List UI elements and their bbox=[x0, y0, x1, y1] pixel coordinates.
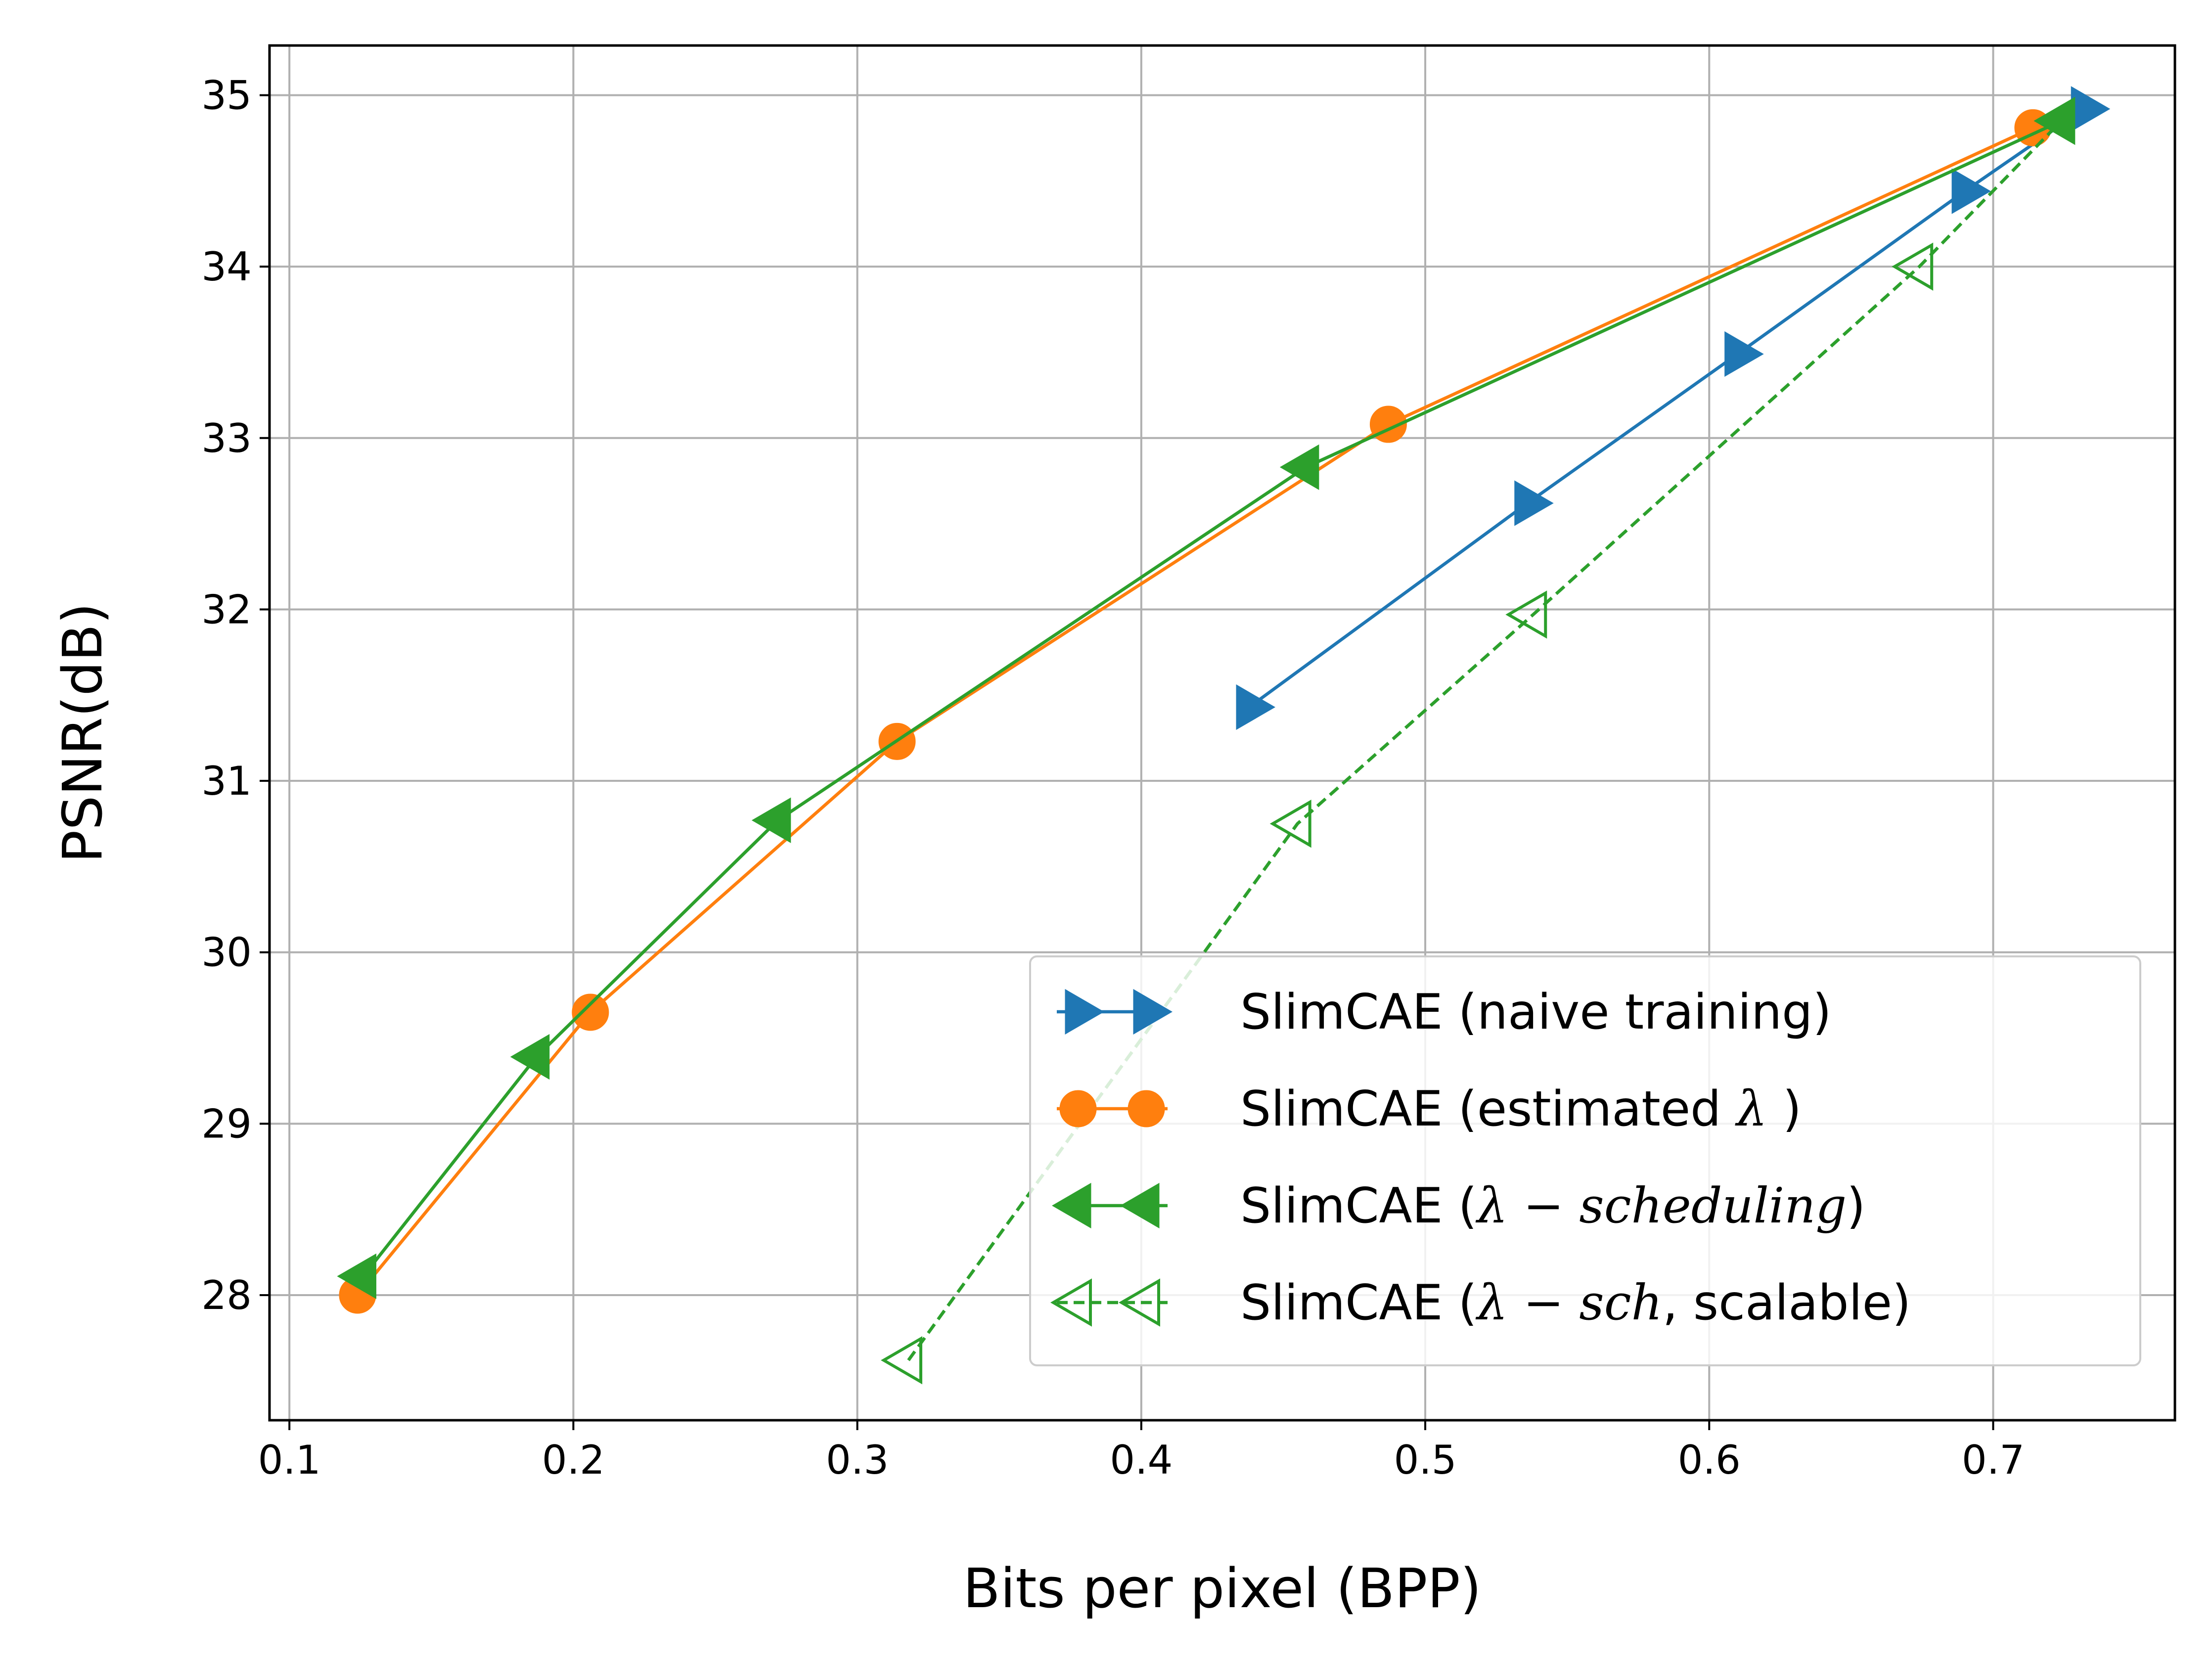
legend-item-estimated: SlimCAE (estimated λ ) bbox=[1057, 1081, 1802, 1137]
y-axis: 28 29 30 31 32 33 34 35 bbox=[201, 73, 270, 1318]
legend-label-suffix: ) bbox=[1767, 1081, 1802, 1137]
legend-item-naive: SlimCAE (naive training) bbox=[1057, 984, 1832, 1040]
x-axis: 0.1 0.2 0.3 0.4 0.5 0.6 0.7 bbox=[258, 1420, 2025, 1483]
x-tick-label: 0.3 bbox=[826, 1437, 889, 1483]
data-point-naive bbox=[1236, 684, 1276, 730]
legend-label-suffix: ) bbox=[1847, 1178, 1865, 1234]
data-point-scalable bbox=[1892, 242, 1934, 291]
legend-label-text: SlimCAE (estimated bbox=[1240, 1081, 1737, 1137]
legend-item-scalable: SlimCAE (λ − sch, scalable) bbox=[1050, 1275, 1911, 1331]
y-tick-label: 29 bbox=[201, 1101, 252, 1147]
legend-marker-naive bbox=[1065, 989, 1104, 1035]
y-tick-label: 32 bbox=[201, 586, 252, 632]
legend-marker-scalable bbox=[1050, 1278, 1092, 1327]
y-tick-label: 34 bbox=[201, 244, 252, 290]
y-tick-label: 35 bbox=[201, 73, 252, 119]
data-point-estimated bbox=[572, 993, 609, 1031]
y-tick-label: 31 bbox=[201, 758, 252, 804]
legend-marker-estimated bbox=[1059, 1090, 1097, 1127]
legend-label-scheduling: SlimCAE (λ − scheduling) bbox=[1240, 1178, 1865, 1234]
legend-label-math: λ bbox=[1735, 1081, 1767, 1137]
data-point-naive bbox=[1951, 168, 1991, 214]
data-point-scheduling bbox=[510, 1034, 550, 1080]
series-naive bbox=[1236, 86, 2111, 730]
x-axis-title: Bits per pixel (BPP) bbox=[963, 1557, 1481, 1620]
y-tick-label: 33 bbox=[201, 415, 252, 461]
y-tick-label: 30 bbox=[201, 930, 252, 976]
legend-label-math: λ − scheduling bbox=[1475, 1178, 1847, 1234]
legend-marker-scheduling bbox=[1052, 1182, 1091, 1229]
legend: SlimCAE (naive training) SlimCAE (estimat… bbox=[1029, 955, 2141, 1366]
data-point-naive bbox=[1514, 480, 1554, 526]
data-point-scheduling bbox=[751, 797, 791, 843]
legend-label-scalable: SlimCAE (λ − sch, scalable) bbox=[1240, 1275, 1911, 1331]
data-point-scalable bbox=[1269, 800, 1311, 848]
x-tick-label: 0.5 bbox=[1394, 1437, 1456, 1483]
x-tick-label: 0.1 bbox=[258, 1437, 321, 1483]
legend-item-scheduling: SlimCAE (λ − scheduling) bbox=[1052, 1178, 1865, 1234]
legend-label-suffix: , scalable) bbox=[1663, 1275, 1911, 1331]
grid bbox=[270, 45, 2175, 1420]
x-tick-label: 0.2 bbox=[542, 1437, 605, 1483]
legend-label-naive: SlimCAE (naive training) bbox=[1240, 984, 1832, 1040]
x-tick-label: 0.6 bbox=[1678, 1437, 1741, 1483]
data-point-scheduling bbox=[1279, 444, 1319, 490]
series-scheduling bbox=[337, 98, 2075, 1299]
y-tick-label: 28 bbox=[201, 1272, 252, 1318]
legend-label-math: λ − sch bbox=[1475, 1275, 1663, 1331]
data-point-scalable bbox=[2033, 96, 2076, 145]
data-point-scalable bbox=[1505, 590, 1547, 639]
legend-label-text: SlimCAE ( bbox=[1240, 1178, 1477, 1234]
data-point-scalable bbox=[881, 1336, 922, 1385]
x-tick-label: 0.4 bbox=[1110, 1437, 1173, 1483]
legend-marker-scheduling bbox=[1120, 1182, 1160, 1229]
data-point-naive bbox=[1724, 331, 1764, 377]
legend-marker-estimated bbox=[1128, 1090, 1165, 1127]
y-axis-title: PSNR(dB) bbox=[51, 603, 114, 863]
x-tick-label: 0.7 bbox=[1962, 1437, 2025, 1483]
plot-frame bbox=[268, 44, 2176, 1422]
legend-box bbox=[1029, 955, 2141, 1366]
legend-marker-scalable bbox=[1119, 1278, 1160, 1327]
legend-marker-naive bbox=[1133, 989, 1173, 1035]
legend-label-text: SlimCAE ( bbox=[1240, 1275, 1477, 1331]
legend-label-estimated: SlimCAE (estimated λ ) bbox=[1240, 1081, 1802, 1137]
legend-label-text: SlimCAE (naive training) bbox=[1240, 984, 1832, 1040]
data-point-scheduling bbox=[337, 1253, 376, 1299]
